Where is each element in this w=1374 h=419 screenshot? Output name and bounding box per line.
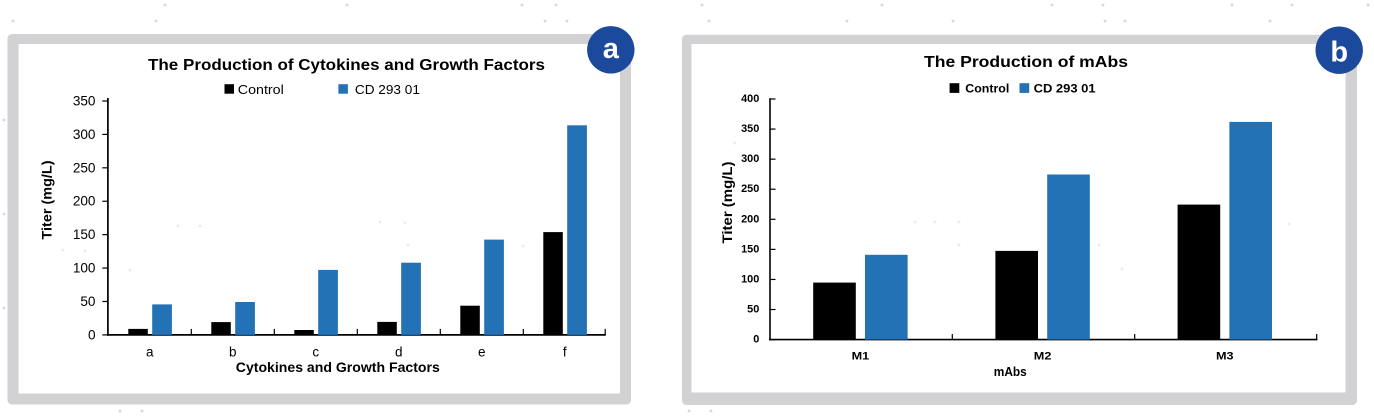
svg-text:M1: M1 — [852, 350, 870, 362]
svg-text:0: 0 — [88, 327, 96, 342]
svg-text:150: 150 — [741, 243, 759, 255]
svg-text:150: 150 — [73, 227, 96, 242]
svg-text:100: 100 — [73, 261, 96, 276]
svg-text:Titer (mg/L): Titer (mg/L) — [719, 162, 735, 244]
svg-text:300: 300 — [73, 127, 96, 142]
svg-text:Cytokines and Growth Factors: Cytokines and Growth Factors — [236, 360, 440, 376]
svg-text:e: e — [478, 345, 486, 360]
svg-text:a: a — [146, 345, 154, 360]
svg-text:Control: Control — [238, 82, 284, 97]
svg-text:M3: M3 — [1216, 350, 1234, 362]
svg-text:The Production of mAbs: The Production of mAbs — [924, 54, 1128, 71]
svg-text:0: 0 — [753, 334, 759, 346]
svg-text:250: 250 — [741, 183, 759, 195]
svg-text:400: 400 — [741, 93, 759, 105]
svg-text:350: 350 — [73, 94, 96, 109]
svg-text:CD 293 01: CD 293 01 — [1034, 81, 1096, 95]
svg-text:d: d — [395, 345, 403, 360]
svg-text:50: 50 — [747, 304, 759, 316]
svg-text:M2: M2 — [1034, 350, 1052, 362]
svg-text:350: 350 — [741, 123, 759, 135]
svg-text:b: b — [1330, 36, 1348, 68]
svg-text:CD 293 01: CD 293 01 — [355, 82, 420, 97]
svg-text:50: 50 — [80, 294, 96, 309]
svg-text:The Production of Cytokines an: The Production of Cytokines and Growth F… — [148, 57, 545, 74]
svg-text:100: 100 — [741, 273, 759, 285]
svg-text:a: a — [603, 33, 620, 65]
svg-text:c: c — [312, 345, 319, 360]
svg-text:200: 200 — [73, 194, 96, 209]
svg-text:f: f — [563, 345, 567, 360]
svg-text:250: 250 — [73, 160, 96, 175]
svg-text:200: 200 — [741, 213, 759, 225]
svg-text:300: 300 — [741, 153, 759, 165]
svg-text:mAbs: mAbs — [994, 365, 1027, 379]
svg-text:Control: Control — [965, 81, 1009, 95]
svg-text:b: b — [229, 345, 237, 360]
svg-text:Titer (mg/L): Titer (mg/L) — [39, 161, 55, 240]
